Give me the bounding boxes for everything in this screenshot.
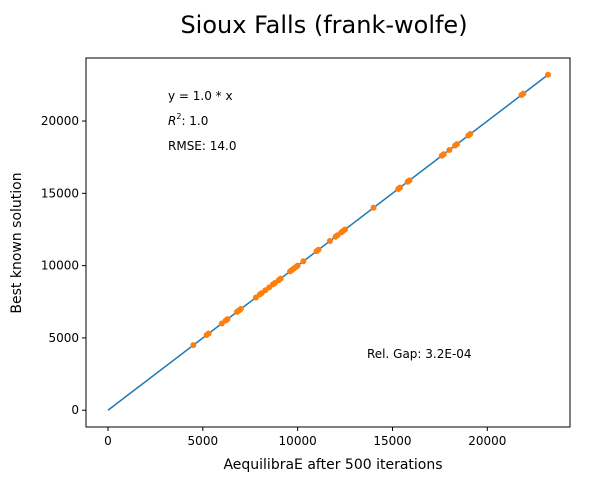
data-point <box>315 246 322 253</box>
y-axis-ticks: 0 5000 10000 15000 20000 <box>41 114 86 417</box>
r-squared-superscript: 2 <box>176 112 181 121</box>
data-point <box>406 177 413 184</box>
y-tick-label: 0 <box>71 403 79 417</box>
x-axis-ticks: 0 5000 10000 15000 20000 <box>104 427 506 448</box>
data-point <box>342 226 349 233</box>
y-axis-label: Best known solution <box>9 172 25 313</box>
x-axis-label: AequilibraE after 500 iterations <box>223 457 442 473</box>
data-point <box>453 141 460 148</box>
relative-gap-annotation: Rel. Gap: 3.2E-04 <box>367 347 472 361</box>
data-point <box>370 204 377 211</box>
x-tick-label: 0 <box>104 434 112 448</box>
data-point <box>397 184 404 191</box>
r-squared-annotation: R2: 1.0 <box>168 112 208 128</box>
data-point <box>300 258 307 265</box>
data-point <box>326 238 333 245</box>
data-point <box>467 131 474 138</box>
y-tick-label: 10000 <box>41 259 79 273</box>
data-point <box>294 262 301 269</box>
data-point <box>190 342 197 349</box>
data-point <box>446 146 453 153</box>
y-tick-label: 20000 <box>41 114 79 128</box>
y-tick-label: 5000 <box>48 331 79 345</box>
plot-frame <box>85 57 571 428</box>
data-point <box>545 71 551 78</box>
x-tick-label: 15000 <box>373 434 411 448</box>
x-tick-label: 20000 <box>468 434 506 448</box>
equation-annotation: y = 1.0 * x <box>168 89 233 103</box>
chart-title: Sioux Falls (frank-wolfe) <box>180 11 467 39</box>
data-point <box>237 306 244 313</box>
data-point <box>224 316 231 323</box>
rmse-annotation: RMSE: 14.0 <box>168 139 236 153</box>
data-point <box>520 90 527 97</box>
x-tick-label: 5000 <box>188 434 219 448</box>
plot-area <box>107 71 551 411</box>
y-tick-label: 15000 <box>41 186 79 200</box>
data-point <box>440 151 447 158</box>
r-squared-value: : 1.0 <box>181 114 208 128</box>
r-squared-symbol: R <box>168 114 176 128</box>
x-tick-label: 10000 <box>279 434 317 448</box>
data-point <box>205 330 212 337</box>
data-point <box>277 275 284 282</box>
